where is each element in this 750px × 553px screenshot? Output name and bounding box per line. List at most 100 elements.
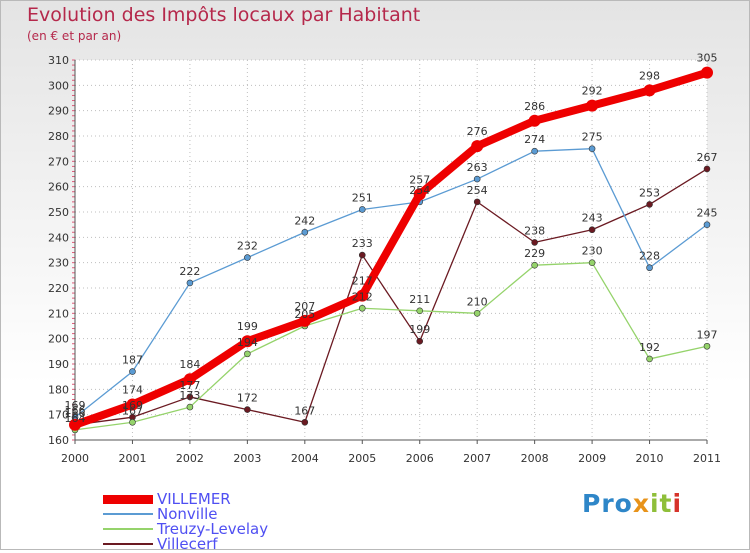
y-tick-label: 270	[48, 155, 69, 168]
legend-swatch	[103, 513, 153, 515]
data-point-treuzy-levelay	[129, 418, 136, 426]
data-label-nonville: 242	[294, 214, 315, 227]
data-label-treuzy-levelay: 210	[467, 295, 488, 308]
proxiti-logo: Proxiti	[582, 489, 683, 518]
data-label-treuzy-levelay: 229	[524, 247, 545, 260]
data-point-nonville	[588, 145, 596, 152]
data-point-nonville	[646, 264, 653, 272]
data-point-nonville	[186, 279, 194, 287]
data-label-treuzy-levelay: 197	[697, 328, 718, 341]
data-point-villecerf	[588, 226, 596, 234]
y-tick-label: 290	[48, 105, 69, 118]
data-label-treuzy-levelay: 173	[179, 389, 200, 402]
x-tick-label: 2007	[463, 452, 491, 465]
data-label-treuzy-levelay: 205	[294, 308, 315, 321]
data-label-villecerf: 267	[697, 151, 718, 164]
y-tick-label: 180	[48, 383, 69, 396]
data-label-villecerf: 243	[582, 212, 603, 225]
data-point-villecerf	[473, 198, 481, 206]
data-label-treuzy-levelay: 212	[352, 290, 373, 303]
data-point-nonville	[531, 147, 538, 155]
data-label-treuzy-levelay: 167	[122, 404, 143, 417]
data-point-villecerf	[186, 393, 194, 401]
y-tick-label: 260	[48, 181, 69, 194]
y-tick-label: 170	[48, 409, 69, 422]
data-label-nonville: 187	[122, 354, 143, 367]
data-label-villemer: 184	[179, 358, 200, 371]
data-label-villemer: 286	[524, 100, 545, 113]
x-tick-label: 2002	[176, 452, 204, 465]
data-point-villemer	[126, 398, 139, 411]
data-label-villemer: 217	[352, 275, 373, 288]
data-label-villemer: 174	[122, 384, 143, 397]
legend-item: Treuzy-Levelay	[103, 520, 269, 538]
data-label-villecerf: 199	[409, 323, 430, 336]
data-point-nonville	[244, 254, 251, 261]
data-point-treuzy-levelay	[703, 342, 711, 350]
data-point-treuzy-levelay	[588, 259, 596, 266]
data-label-treuzy-levelay: 192	[639, 341, 660, 354]
data-point-villemer	[528, 114, 541, 127]
y-tick-label: 200	[48, 333, 69, 346]
data-point-treuzy-levelay	[244, 350, 251, 358]
data-label-nonville: 263	[467, 161, 488, 174]
x-tick-label: 2009	[578, 452, 606, 465]
data-label-villemer: 292	[582, 85, 603, 98]
data-point-nonville	[358, 206, 366, 213]
data-point-nonville	[301, 228, 309, 236]
data-point-villecerf	[703, 165, 711, 173]
data-label-nonville: 232	[237, 240, 258, 253]
x-tick-label: 2005	[348, 452, 376, 465]
data-label-nonville: 254	[409, 184, 430, 197]
data-point-villemer	[701, 66, 713, 79]
x-tick-label: 2000	[61, 452, 89, 465]
legend-label: Nonville	[157, 505, 218, 523]
x-tick-label: 2006	[406, 452, 434, 465]
data-label-nonville: 169	[65, 399, 86, 412]
data-point-villecerf	[646, 201, 653, 208]
data-label-villecerf: 167	[294, 404, 315, 417]
data-point-nonville	[129, 368, 136, 375]
x-tick-label: 2011	[693, 452, 721, 465]
data-point-villemer	[183, 373, 196, 386]
y-tick-label: 300	[48, 79, 69, 92]
data-label-villemer: 276	[467, 125, 488, 138]
data-point-treuzy-levelay	[358, 304, 366, 312]
legend-label: Treuzy-Levelay	[157, 520, 269, 538]
y-tick-label: 240	[48, 231, 69, 244]
y-tick-label: 190	[48, 358, 69, 371]
data-label-villecerf: 172	[237, 392, 258, 405]
data-label-villecerf: 166	[65, 407, 86, 420]
data-point-nonville	[703, 221, 711, 228]
data-label-nonville: 245	[697, 207, 718, 220]
data-label-villecerf: 177	[179, 379, 200, 392]
data-point-treuzy-levelay	[473, 310, 481, 317]
data-label-nonville: 251	[352, 191, 373, 204]
chart-title: Evolution des Impôts locaux par Habitant	[27, 4, 421, 26]
data-point-treuzy-levelay	[531, 261, 538, 269]
data-point-villecerf	[416, 337, 424, 345]
data-label-treuzy-levelay: 164	[65, 412, 86, 425]
y-tick-label: 230	[48, 257, 69, 270]
data-label-villecerf: 238	[524, 224, 545, 237]
data-point-villemer	[413, 188, 426, 201]
data-point-treuzy-levelay	[416, 307, 424, 315]
y-tick-label: 220	[48, 282, 69, 295]
legend-swatch	[103, 528, 153, 530]
series-line-villecerf	[74, 168, 708, 426]
x-tick-label: 2004	[291, 452, 319, 465]
data-label-villemer: 207	[294, 300, 315, 313]
data-point-villemer	[69, 418, 81, 431]
data-point-villecerf	[358, 251, 366, 259]
data-label-villemer: 166	[65, 404, 86, 417]
data-label-treuzy-levelay: 211	[409, 293, 430, 306]
x-tick-label: 2001	[118, 452, 146, 465]
y-tick-label: 160	[48, 434, 69, 447]
x-tick-label: 2010	[636, 452, 664, 465]
y-tick-label: 250	[48, 206, 69, 219]
data-point-villemer	[241, 335, 254, 348]
legend-label: Villecerf	[157, 535, 218, 553]
data-label-treuzy-levelay: 230	[582, 245, 603, 258]
data-label-villemer: 257	[409, 173, 430, 186]
